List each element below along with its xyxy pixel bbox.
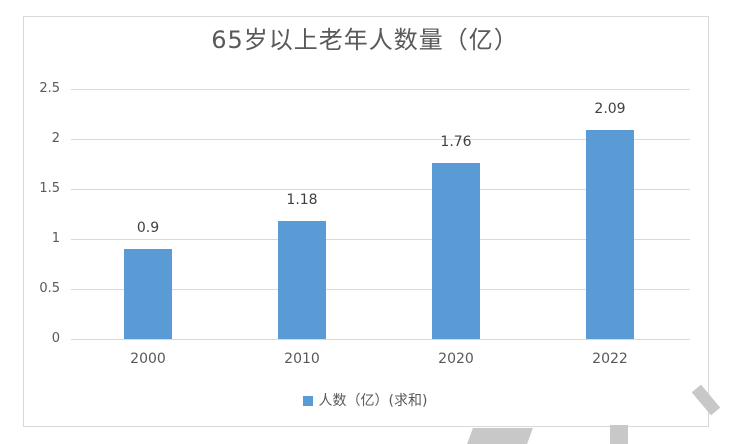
x-tick-label: 2000 bbox=[130, 351, 166, 367]
gridline bbox=[71, 239, 690, 240]
x-axis-line bbox=[71, 339, 690, 340]
x-tick-label: 2010 bbox=[284, 351, 320, 367]
y-tick-label: 0.5 bbox=[39, 281, 60, 296]
data-label: 2.09 bbox=[594, 101, 626, 117]
bar-2010 bbox=[278, 221, 326, 339]
gridline bbox=[71, 189, 690, 190]
bar-2022 bbox=[586, 130, 634, 339]
gridline bbox=[71, 289, 690, 290]
y-tick-label: 2.5 bbox=[39, 81, 60, 96]
x-tick-label: 2022 bbox=[592, 351, 628, 367]
gridline bbox=[71, 139, 690, 140]
y-tick-label: 1.5 bbox=[39, 181, 60, 196]
chart-title: 65岁以上老年人数量（亿） bbox=[211, 26, 519, 54]
legend: 人数（亿）(求和) bbox=[0, 390, 730, 410]
data-label: 0.9 bbox=[136, 220, 160, 236]
watermark-fragment bbox=[610, 425, 628, 444]
x-tick-label: 2020 bbox=[438, 351, 474, 367]
legend-swatch bbox=[302, 396, 313, 406]
bar-2000 bbox=[124, 249, 172, 339]
y-tick-label: 2 bbox=[51, 131, 60, 146]
data-label: 1.18 bbox=[286, 192, 318, 208]
legend-label: 人数（亿）(求和) bbox=[318, 393, 428, 409]
y-tick-label: 0 bbox=[51, 331, 60, 346]
y-tick-label: 1 bbox=[51, 231, 60, 246]
watermark-fragment bbox=[467, 428, 533, 444]
gridline bbox=[71, 89, 690, 90]
bar-2020 bbox=[432, 163, 480, 339]
data-label: 1.76 bbox=[440, 134, 472, 150]
